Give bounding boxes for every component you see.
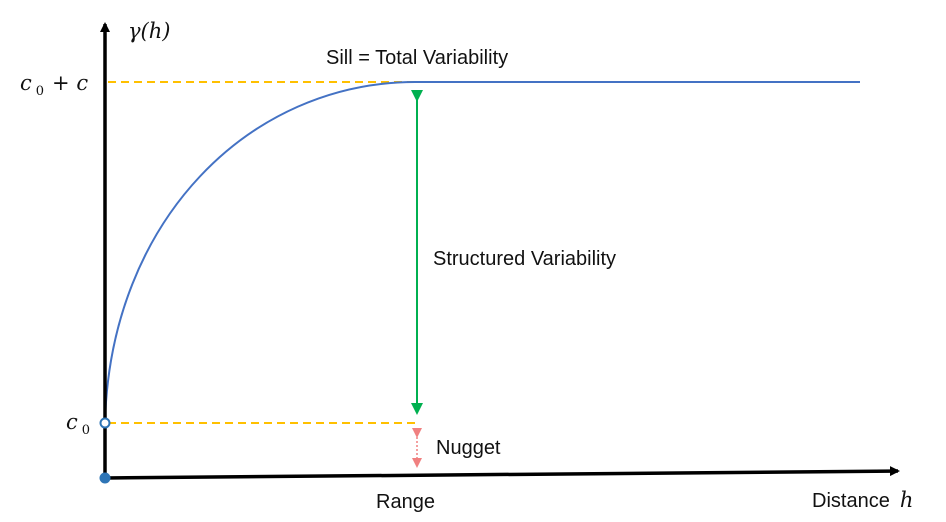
y-axis-label: γ(h)	[128, 19, 170, 43]
sill-label: Sill = Total Variability	[326, 47, 508, 69]
nugget-open-dot	[99, 417, 111, 429]
x-axis-text: Distance	[812, 490, 890, 512]
nugget-tick-c: c	[66, 410, 78, 434]
sill-tick-label: c 0 + c	[20, 71, 88, 99]
range-label: Range	[376, 491, 435, 513]
nugget-tick-sub: 0	[82, 423, 90, 438]
x-axis	[104, 466, 900, 480]
sill-tick-sub: 0	[36, 84, 44, 99]
x-axis-var: h	[900, 488, 914, 512]
semivariogram-curve	[104, 81, 416, 424]
nugget-tick-label: c 0	[66, 410, 90, 438]
sill-tick-c: c	[20, 71, 32, 95]
sill-tick-rest: + c	[52, 71, 88, 95]
nugget-label: Nugget	[436, 437, 501, 459]
origin-dot	[99, 472, 111, 484]
structured-variability-label: Structured Variability	[433, 248, 616, 270]
x-axis-label: Distance h	[812, 488, 913, 512]
